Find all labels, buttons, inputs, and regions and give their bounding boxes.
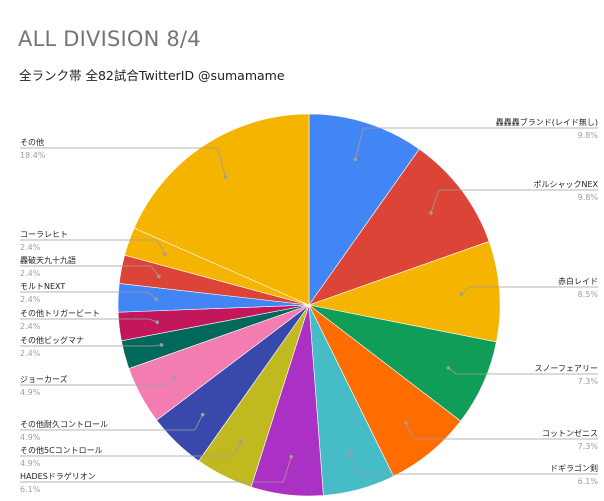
label-leader-line: [20, 265, 160, 277]
label-leader-dot: [155, 320, 159, 325]
slice-percent-label: 6.1%: [578, 477, 599, 486]
slice-label: その他: [20, 137, 44, 147]
label-leader-line: [20, 377, 175, 386]
slice-percent-label: 6.1%: [20, 485, 41, 494]
label-leader-dot: [239, 440, 243, 444]
label-leader-dot: [429, 211, 433, 215]
label-leader-dot: [459, 292, 464, 296]
pie-slice: [308, 113, 420, 306]
label-leader-line: [348, 452, 598, 475]
slice-label: その他耐久コントロール: [20, 419, 108, 429]
slice-percent-label: 18.4%: [20, 151, 46, 160]
slice-labels: 轟轟轟ブランド(レイド無し) 9.8% ポルシャックNEX 9.8% 赤白レイド 8.5%…: [20, 117, 599, 494]
slice-percent-label: 8.5%: [578, 290, 599, 299]
slice-percent-label: 2.4%: [20, 349, 41, 358]
label-leader-line: [20, 456, 292, 483]
slice-percent-label: 9.8%: [578, 131, 599, 140]
slice-percent-label: 2.4%: [20, 322, 41, 331]
label-leader-line: [448, 367, 598, 375]
slice-label: 赤白レイド: [558, 276, 598, 286]
label-leader-dot: [446, 366, 451, 370]
label-leader-line: [20, 147, 226, 178]
label-leader-dot: [200, 412, 205, 417]
label-leader-line: [354, 127, 598, 160]
slice-label: 轟轟轟ブランド(レイド無し): [496, 117, 598, 127]
label-leader-dot: [223, 175, 228, 179]
slice-label: ポルシャックNEX: [533, 180, 598, 189]
slice-percent-label: 4.9%: [20, 388, 41, 397]
slice-percent-label: 2.4%: [20, 243, 41, 252]
label-leader-dot: [353, 157, 358, 162]
slice-percent-label: 2.4%: [20, 269, 41, 278]
slice-percent-label: 2.4%: [20, 295, 41, 304]
label-leader-line: [430, 189, 598, 214]
slice-label: コットンゼニス: [542, 428, 598, 438]
label-leader-dot: [172, 375, 177, 380]
label-leader-line: [20, 344, 162, 347]
slice-percent-label: 7.3%: [578, 377, 599, 386]
slice-label: その他ビッグマナ: [20, 335, 84, 345]
slice-label: 轟破天九十九語: [20, 255, 76, 265]
slice-label: コーラレヒト: [20, 230, 68, 239]
label-leader-dot: [154, 297, 159, 302]
slice-percent-label: 9.8%: [578, 193, 599, 202]
label-leader-dot: [157, 274, 161, 279]
pie-slice: [133, 113, 310, 306]
label-leader-line: [461, 286, 598, 295]
slice-percent-label: 7.3%: [578, 442, 599, 451]
chart-title: ALL DIVISION 8/4: [18, 27, 201, 51]
slice-label: HADESドラゲリオン: [20, 471, 96, 481]
slice-label: スノーフェアリー: [534, 364, 598, 373]
slice-label: その他5Cコントロール: [20, 445, 103, 455]
label-leader-dot: [159, 343, 164, 347]
label-leader-line: [20, 318, 158, 323]
label-leader-line: [405, 422, 598, 440]
label-leader-line: [20, 441, 242, 457]
label-leader-line: [20, 414, 204, 431]
label-leader-line: [20, 239, 166, 255]
slice-label: ジョーカーズ: [20, 374, 68, 384]
label-leader-dot: [404, 421, 408, 425]
label-leader-dot: [163, 252, 167, 256]
label-leader-line: [20, 291, 157, 300]
chart-subtitle: 全ランク帯 全82試合TwitterID @sumamame: [19, 68, 285, 83]
slice-label: ドギラゴン剣: [550, 463, 598, 473]
slice-label: モルトNEXT: [20, 282, 65, 291]
slice-percent-label: 4.9%: [20, 433, 41, 442]
label-leader-dot: [289, 455, 294, 459]
pie-slice: [307, 241, 501, 343]
slice-label: その他トリガービート: [20, 308, 100, 318]
label-leader-dot: [347, 450, 352, 455]
slice-percent-label: 4.9%: [20, 459, 41, 468]
pie-slices: [117, 113, 501, 497]
